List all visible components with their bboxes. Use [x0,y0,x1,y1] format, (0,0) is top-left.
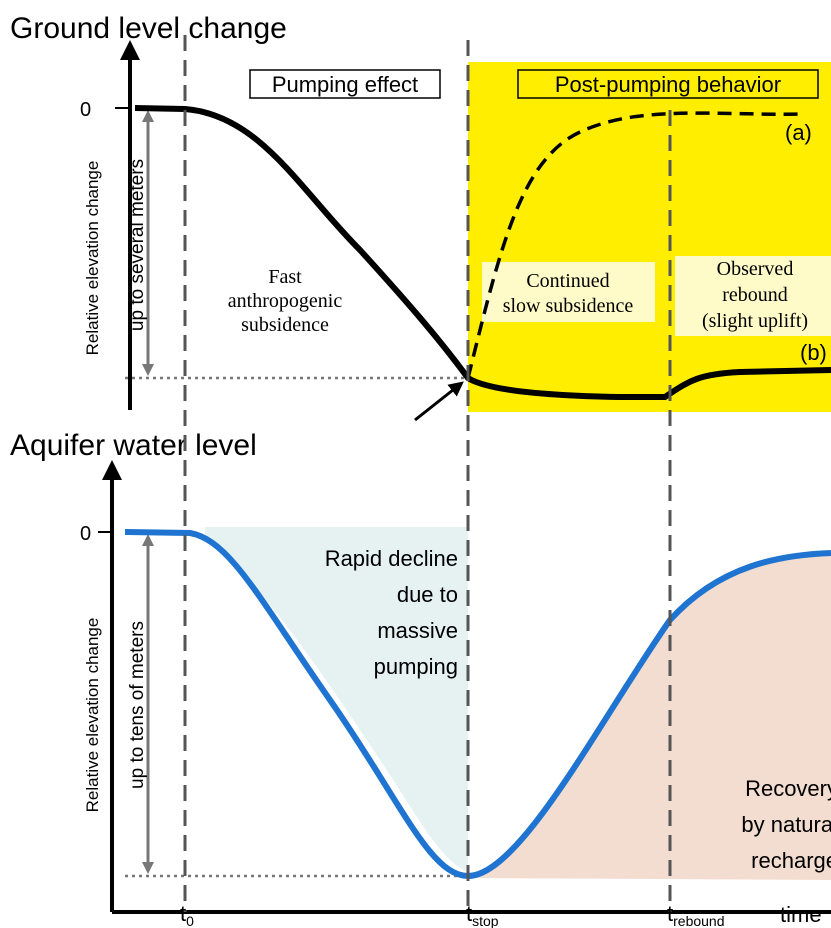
note: Continued slow subsidence [503,270,634,317]
text-line: Continued [526,270,609,292]
text-line: massive [377,618,458,643]
y-label: Relative elevation change [83,618,102,813]
curve-label: (a) [785,120,812,145]
text-line: t [667,901,673,926]
text-line: Observed [717,258,794,280]
post-pumping-area [468,62,831,412]
range-label: up to tens of meters [127,621,148,789]
x-tick-label: tstop [466,901,499,928]
note-box [675,256,831,336]
curve-a [466,111,806,379]
text-line: rebound [722,284,788,306]
panel-title: Aquifer water level [10,429,257,462]
pointer-arrow [414,381,464,422]
text-line: Fast [268,266,302,288]
phase-label: Post-pumping behavior [555,72,781,97]
text-line: t [466,901,472,926]
range-label: up to several meters [127,159,148,331]
text-line: due to [397,582,458,607]
phase-label: Pumping effect [272,72,418,97]
label-box [517,69,819,99]
text-line: pumping [374,654,458,679]
decline-area [205,527,468,872]
y-label: Relative elevation change [83,161,102,356]
text-line: (slight uplift) [702,310,808,332]
note: Recovery by natural recharge [741,776,831,873]
x-tick-label: trebound [667,901,725,928]
curve-label: (b) [800,340,827,365]
text-line: slow subsidence [503,295,634,317]
x-tick-label: t0 [180,901,194,928]
text-line: stop [472,913,499,928]
zero-label: 0 [80,99,91,121]
text-line: by natural [741,812,831,837]
panel-title: Ground level change [10,12,287,45]
text-line: recharge [751,848,831,873]
text-line: subsidence [241,314,329,336]
text-line: rebound [673,913,724,928]
note: Rapid decline due to massive pumping [325,546,458,679]
text-line: 0 [186,913,194,928]
curve-b [134,105,831,400]
note: Fast anthropogenic subsidence [228,266,343,336]
text-line: t [180,901,186,926]
note: Observed rebound (slight uplift) [702,258,808,332]
recovery-area [468,553,831,880]
label-box [249,69,441,99]
x-axis-title: time [780,902,822,927]
text-line: anthropogenic [228,290,343,312]
zero-label: 0 [80,523,91,545]
text-line: Rapid decline [325,546,458,571]
note-box [482,262,655,322]
text-line: Recovery [745,776,831,801]
